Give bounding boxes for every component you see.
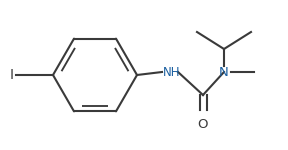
Text: I: I <box>10 68 14 82</box>
Text: NH: NH <box>163 66 181 78</box>
Text: N: N <box>219 66 229 78</box>
Text: O: O <box>198 118 208 131</box>
